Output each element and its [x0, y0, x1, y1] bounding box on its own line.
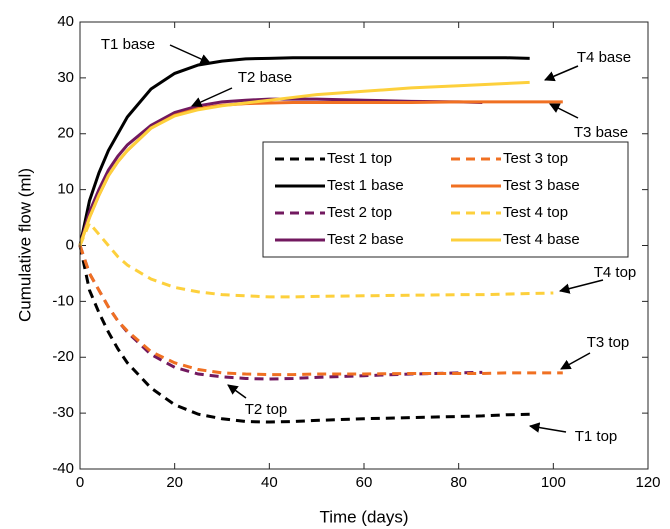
annotation: T2 base: [238, 69, 292, 86]
annotation-arrow: [528, 422, 567, 433]
legend-label: Test 1 base: [327, 177, 404, 194]
legend-label: Test 3 top: [503, 150, 568, 167]
y-tick-label: 10: [57, 181, 74, 198]
annotation-arrow: [544, 65, 579, 82]
y-tick-label: -30: [52, 404, 74, 421]
annotation: T4 base: [577, 49, 631, 66]
y-tick-label: 40: [57, 13, 74, 30]
series-line: [78, 56, 530, 246]
annotation: T4 top: [594, 264, 637, 281]
legend-box: [262, 141, 629, 258]
y-tick-label: -20: [52, 348, 74, 365]
x-tick-label: 60: [356, 474, 373, 491]
x-tick-label: 0: [76, 474, 84, 491]
annotation-arrow: [558, 279, 604, 294]
legend-label: Test 2 top: [327, 204, 392, 221]
annotation-arrow: [227, 384, 247, 399]
annotation: T1 base: [101, 36, 155, 53]
annotation-arrow: [169, 44, 211, 64]
y-tick-label: 20: [57, 125, 74, 142]
x-tick-label: 40: [261, 474, 278, 491]
legend-label: Test 2 base: [327, 231, 404, 248]
x-axis-title: Time (days): [319, 507, 408, 526]
series-line: [78, 245, 530, 424]
annotation: T3 top: [587, 334, 630, 351]
annotation: T1 top: [575, 428, 618, 445]
legend-label: Test 4 top: [503, 204, 568, 221]
series-line: [78, 245, 563, 377]
x-tick-label: 100: [541, 474, 566, 491]
annotation-arrow: [191, 87, 233, 107]
legend-label: Test 4 base: [503, 231, 580, 248]
series-line: [78, 97, 483, 246]
y-tick-label: 30: [57, 69, 74, 86]
series-line: [78, 80, 530, 246]
legend-label: Test 1 top: [327, 150, 392, 167]
y-tick-label: -10: [52, 292, 74, 309]
y-axis-title: Cumulative flow (ml): [15, 168, 34, 322]
legend-label: Test 3 base: [503, 177, 580, 194]
x-tick-label: 20: [166, 474, 183, 491]
x-tick-label: 80: [450, 474, 467, 491]
annotation-arrow: [560, 352, 591, 370]
annotation: T3 base: [574, 124, 628, 141]
y-tick-label: 0: [66, 236, 74, 253]
annotation-arrow: [549, 103, 579, 119]
axes-box: [79, 21, 649, 470]
x-tick-label: 120: [635, 474, 660, 491]
annotation: T2 top: [245, 401, 288, 418]
y-tick-label: -40: [52, 460, 74, 477]
